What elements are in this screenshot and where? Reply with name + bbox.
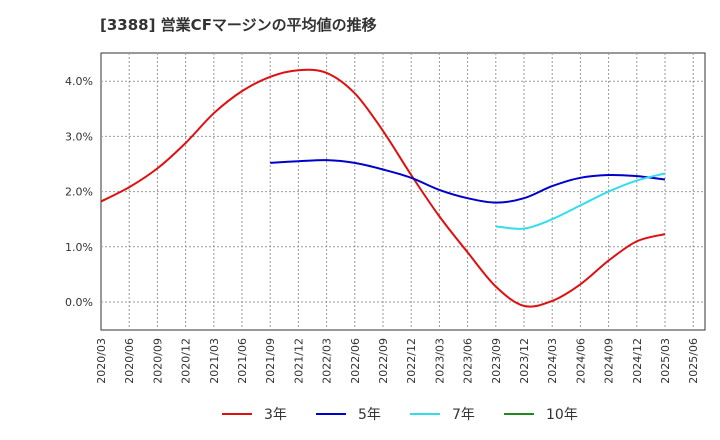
- y-tick-label: 0.0%: [65, 296, 93, 309]
- x-tick-label: 2023/03: [433, 338, 446, 384]
- series-line: [100, 68, 666, 308]
- x-tick-label: 2021/09: [264, 338, 277, 384]
- x-tick-label: 2022/06: [349, 338, 362, 384]
- series-lines: [100, 68, 666, 308]
- y-tick-label: 3.0%: [65, 130, 93, 143]
- x-tick-label: 2021/12: [292, 338, 305, 384]
- x-tick-label: 2024/03: [546, 338, 559, 384]
- x-tick-label: 2020/09: [151, 338, 164, 384]
- y-tick-label: 4.0%: [65, 75, 93, 88]
- x-tick-label: 2020/03: [95, 338, 108, 384]
- x-tick-label: 2022/12: [405, 338, 418, 384]
- x-tick-label: 2021/03: [208, 338, 221, 384]
- x-tick-label: 2023/12: [518, 338, 531, 384]
- x-tick-label: 2021/06: [236, 338, 249, 384]
- x-axis-labels: 2020/03 2020/06 2020/09 2020/12 2021/03 2021/…: [95, 338, 700, 384]
- x-tick-label: 2025/06: [687, 338, 700, 384]
- x-tick-label: 2022/03: [321, 338, 334, 384]
- x-tick-label: 2024/06: [574, 338, 587, 384]
- legend-label: 7年: [452, 407, 475, 423]
- x-tick-label: 2023/09: [490, 338, 503, 384]
- legend-label: 10年: [546, 407, 578, 423]
- y-tick-label: 1.0%: [65, 241, 93, 254]
- y-axis-labels: 4.0% 3.0% 2.0% 1.0% 0.0%: [65, 75, 93, 309]
- series-line: [270, 159, 666, 204]
- series-line: [495, 172, 666, 230]
- legend-label: 5年: [358, 407, 381, 423]
- legend: 3年 5年 7年 10年: [222, 407, 578, 423]
- y-tick-label: 2.0%: [65, 186, 93, 199]
- x-tick-label: 2024/12: [631, 338, 644, 384]
- chart-title: [3388] 営業CFマージンの平均値の推移: [100, 16, 377, 34]
- x-tick-label: 2024/09: [603, 338, 616, 384]
- horizontal-grid: [101, 80, 705, 303]
- x-tick-label: 2020/06: [123, 338, 136, 384]
- legend-label: 3年: [264, 407, 287, 423]
- x-tick-label: 2020/12: [180, 338, 193, 384]
- x-tick-label: 2022/09: [377, 338, 390, 384]
- x-tick-label: 2025/03: [659, 338, 672, 384]
- x-tick-label: 2023/06: [462, 338, 475, 384]
